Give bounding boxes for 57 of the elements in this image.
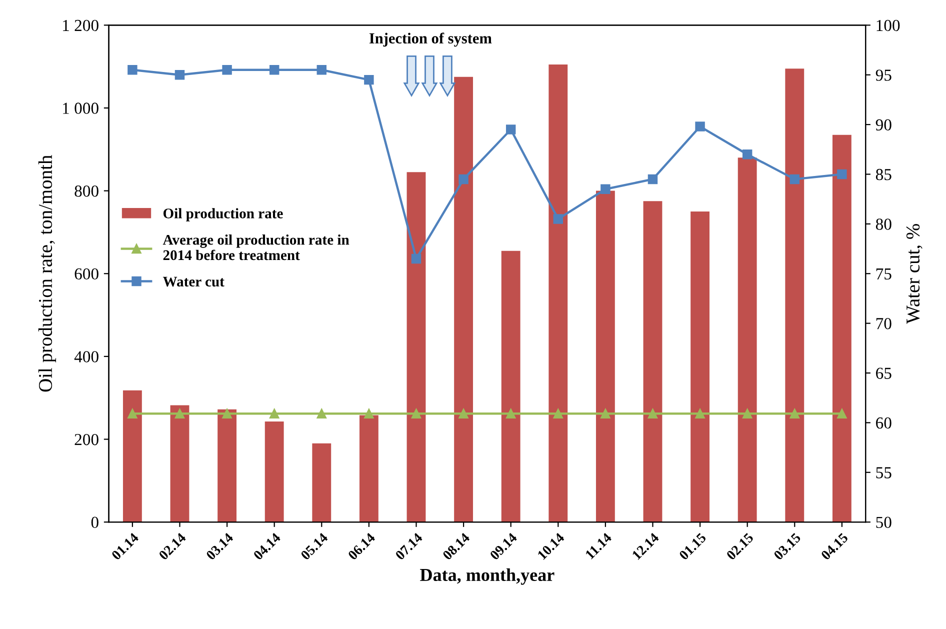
y2-tick-label: 60	[876, 417, 892, 429]
y2-tick-label: 65	[876, 368, 892, 379]
y2-tick-label: 70	[876, 318, 892, 330]
bar	[643, 201, 662, 522]
bar	[596, 190, 615, 522]
y-tick-label: 800	[74, 185, 98, 197]
y-tick-label: 0	[91, 516, 98, 528]
y-tick-label: 400	[74, 351, 98, 362]
legend-label: Water cut	[162, 276, 224, 287]
point	[790, 174, 800, 184]
y-tick-label: 1 200	[63, 20, 98, 32]
bar	[501, 250, 520, 522]
point	[648, 174, 658, 184]
annotation: Injection of system	[369, 32, 492, 47]
point	[222, 65, 232, 75]
bar	[218, 409, 236, 522]
point	[837, 169, 847, 180]
bar	[122, 390, 142, 522]
y-axis-title: Oil production rate, ton/month	[38, 155, 56, 392]
legend-label: Oil production rate	[163, 208, 283, 222]
bar	[312, 443, 332, 522]
legend-label: Average oil production rate in 2014 before treatment	[162, 234, 350, 260]
point	[174, 70, 185, 80]
bar	[454, 76, 473, 522]
point	[316, 65, 326, 75]
y2-tick-label: 90	[876, 119, 892, 130]
point	[458, 174, 468, 184]
point	[128, 65, 138, 75]
bar	[832, 134, 852, 522]
y2-tick-label: 50	[876, 516, 892, 528]
y2-tick-label: 80	[876, 218, 892, 230]
y2-tick-label: 75	[876, 268, 892, 280]
point	[411, 254, 422, 264]
point	[742, 149, 752, 160]
point	[506, 124, 516, 134]
point	[269, 65, 280, 75]
bar	[170, 405, 190, 522]
y2-tick-label: 95	[876, 70, 892, 81]
point	[695, 122, 705, 132]
y-tick-label: 1 000	[63, 102, 98, 114]
bar	[548, 64, 568, 522]
y2-axis-title: Water cut, %	[906, 224, 922, 324]
bar	[359, 415, 378, 522]
bar	[264, 421, 284, 522]
bar	[690, 212, 710, 522]
point	[600, 184, 610, 194]
y-tick-label: 600	[74, 268, 98, 280]
bar	[738, 158, 757, 522]
y2-tick-label: 100	[876, 20, 900, 32]
y2-tick-label: 55	[876, 467, 892, 478]
point	[364, 74, 374, 85]
bar	[406, 172, 426, 522]
y2-tick-label: 85	[876, 168, 892, 180]
point	[553, 214, 563, 224]
y-tick-label: 200	[74, 434, 98, 446]
bar	[785, 68, 804, 522]
x-axis-title: Data, month,year	[420, 568, 554, 585]
